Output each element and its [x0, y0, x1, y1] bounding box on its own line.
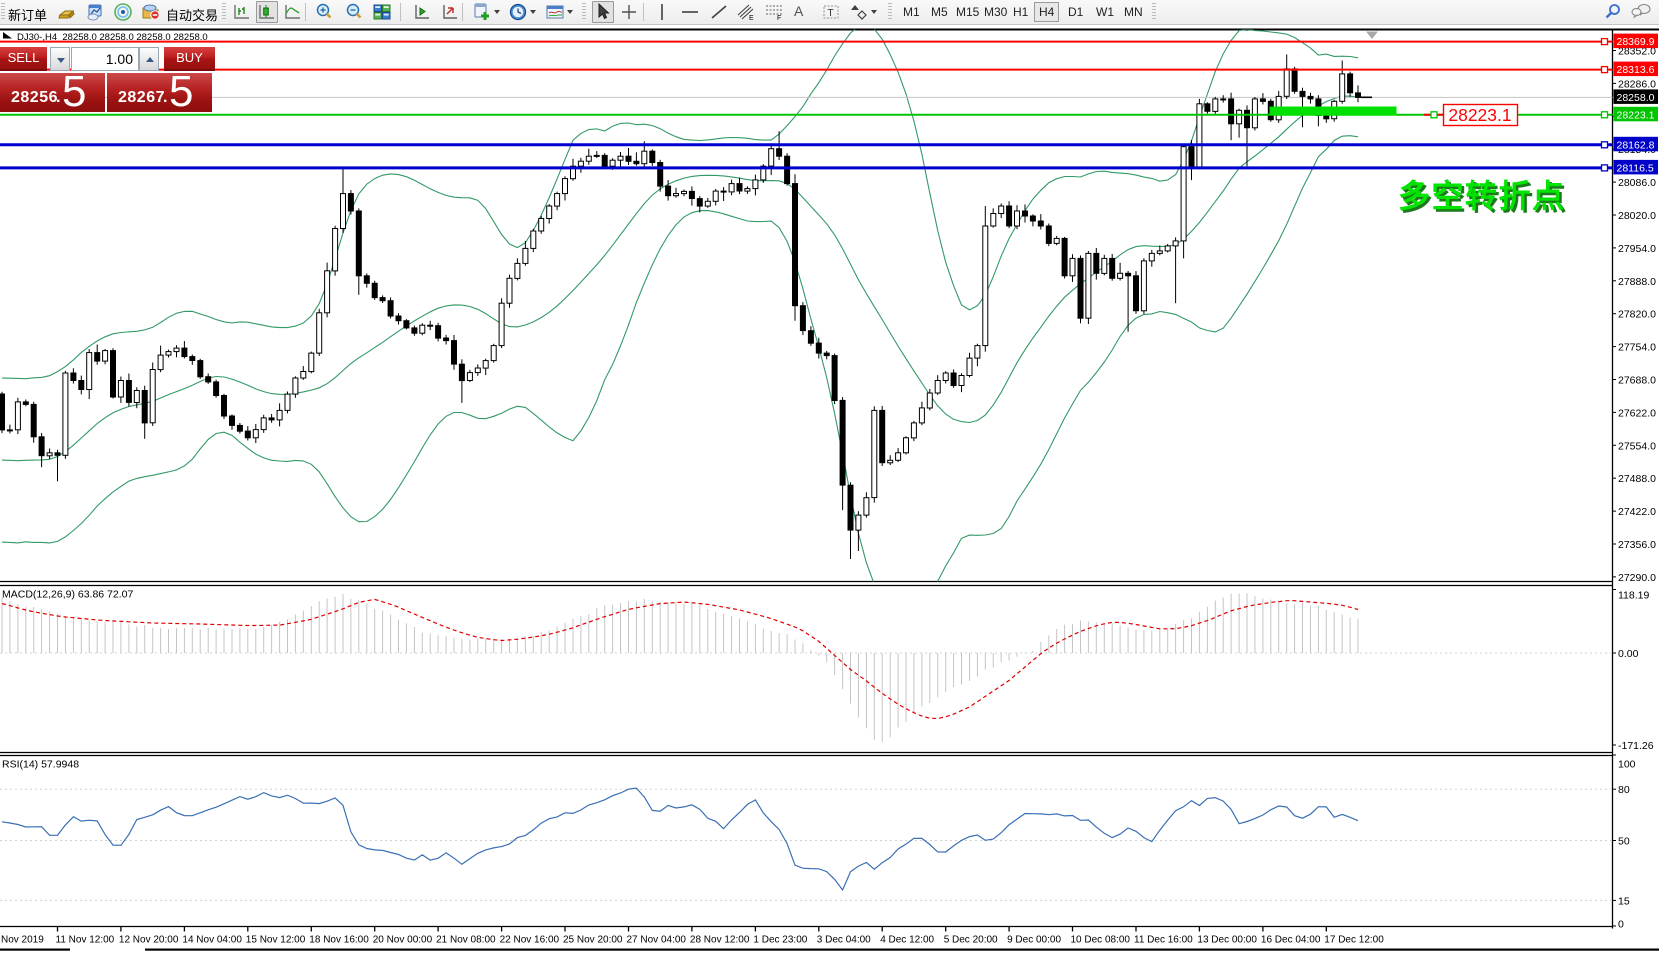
svg-text:118.19: 118.19	[1618, 590, 1649, 602]
svg-text:27688.0: 27688.0	[1618, 375, 1656, 387]
svg-text:15: 15	[1618, 895, 1630, 907]
svg-text:10 Dec 08:00: 10 Dec 08:00	[1071, 935, 1131, 946]
svg-text:28 Nov 12:00: 28 Nov 12:00	[690, 935, 750, 946]
svg-text:27554.0: 27554.0	[1618, 440, 1656, 452]
svg-text:28369.9: 28369.9	[1617, 36, 1655, 48]
svg-text:T: T	[828, 8, 834, 19]
svg-text:14 Nov 04:00: 14 Nov 04:00	[182, 935, 242, 946]
svg-text:28286.0: 28286.0	[1618, 78, 1656, 90]
svg-text:27422.0: 27422.0	[1618, 506, 1656, 518]
svg-text:27954.0: 27954.0	[1618, 243, 1656, 255]
svg-text:27 Nov 04:00: 27 Nov 04:00	[627, 935, 687, 946]
svg-text:多空转折点: 多空转折点	[1401, 181, 1569, 217]
svg-text:28258.0: 28258.0	[1617, 92, 1655, 104]
svg-text:0: 0	[1618, 919, 1624, 931]
svg-text:25 Nov 20:00: 25 Nov 20:00	[563, 935, 623, 946]
svg-text:11 Dec 16:00: 11 Dec 16:00	[1134, 935, 1193, 946]
svg-text:27356.0: 27356.0	[1618, 539, 1656, 551]
svg-text:3 Dec 04:00: 3 Dec 04:00	[817, 935, 871, 946]
svg-text:多空转折点: 多空转折点	[1398, 178, 1566, 214]
svg-text:17 Dec 12:00: 17 Dec 12:00	[1324, 935, 1384, 946]
svg-text:80: 80	[1618, 784, 1630, 796]
svg-text:Nov 2019: Nov 2019	[1, 935, 44, 946]
svg-text:27888.0: 27888.0	[1618, 276, 1656, 288]
svg-text:MACD(12,26,9) 63.86 72.07: MACD(12,26,9) 63.86 72.07	[2, 589, 133, 601]
svg-text:5 Dec 20:00: 5 Dec 20:00	[944, 935, 998, 946]
svg-text:F: F	[777, 15, 781, 22]
svg-text:27622.0: 27622.0	[1618, 407, 1656, 419]
svg-text:28223.1: 28223.1	[1617, 109, 1655, 121]
svg-text:RSI(14) 57.9948: RSI(14) 57.9948	[2, 759, 79, 771]
svg-text:13 Dec 00:00: 13 Dec 00:00	[1197, 935, 1257, 946]
svg-text:27488.0: 27488.0	[1618, 473, 1656, 485]
svg-text:27820.0: 27820.0	[1618, 309, 1656, 321]
svg-text:50: 50	[1618, 836, 1630, 848]
svg-text:27290.0: 27290.0	[1618, 572, 1656, 584]
svg-text:15 Nov 12:00: 15 Nov 12:00	[246, 935, 306, 946]
svg-text:20 Nov 00:00: 20 Nov 00:00	[373, 935, 433, 946]
svg-text:12 Nov 20:00: 12 Nov 20:00	[119, 935, 179, 946]
svg-text:22 Nov 16:00: 22 Nov 16:00	[500, 935, 560, 946]
svg-text:28313.6: 28313.6	[1617, 64, 1655, 76]
svg-text:16 Dec 04:00: 16 Dec 04:00	[1261, 935, 1321, 946]
svg-text:9 Dec 00:00: 9 Dec 00:00	[1007, 935, 1061, 946]
svg-text:28223.1: 28223.1	[1448, 105, 1511, 125]
svg-text:21 Nov 08:00: 21 Nov 08:00	[436, 935, 496, 946]
svg-text:0.00: 0.00	[1618, 648, 1639, 660]
svg-text:28162.8: 28162.8	[1617, 139, 1655, 151]
svg-text:18 Nov 16:00: 18 Nov 16:00	[309, 935, 369, 946]
svg-text:28352.0: 28352.0	[1618, 46, 1656, 58]
svg-text:1 Dec 23:00: 1 Dec 23:00	[753, 935, 807, 946]
svg-text:28020.0: 28020.0	[1618, 210, 1656, 222]
svg-text:E: E	[749, 15, 754, 22]
svg-text:4 Dec 12:00: 4 Dec 12:00	[880, 935, 934, 946]
svg-text:-171.26: -171.26	[1618, 740, 1654, 752]
svg-text:28086.0: 28086.0	[1618, 177, 1656, 189]
svg-text:100: 100	[1618, 759, 1636, 771]
svg-text:11 Nov 12:00: 11 Nov 12:00	[56, 935, 115, 946]
svg-text:DJ30-,H4 28258.0 28258.0 2825: DJ30-,H4 28258.0 28258.0 28258.0 28258.0	[17, 32, 208, 43]
svg-text:27754.0: 27754.0	[1618, 342, 1656, 354]
svg-text:28116.5: 28116.5	[1617, 162, 1654, 174]
